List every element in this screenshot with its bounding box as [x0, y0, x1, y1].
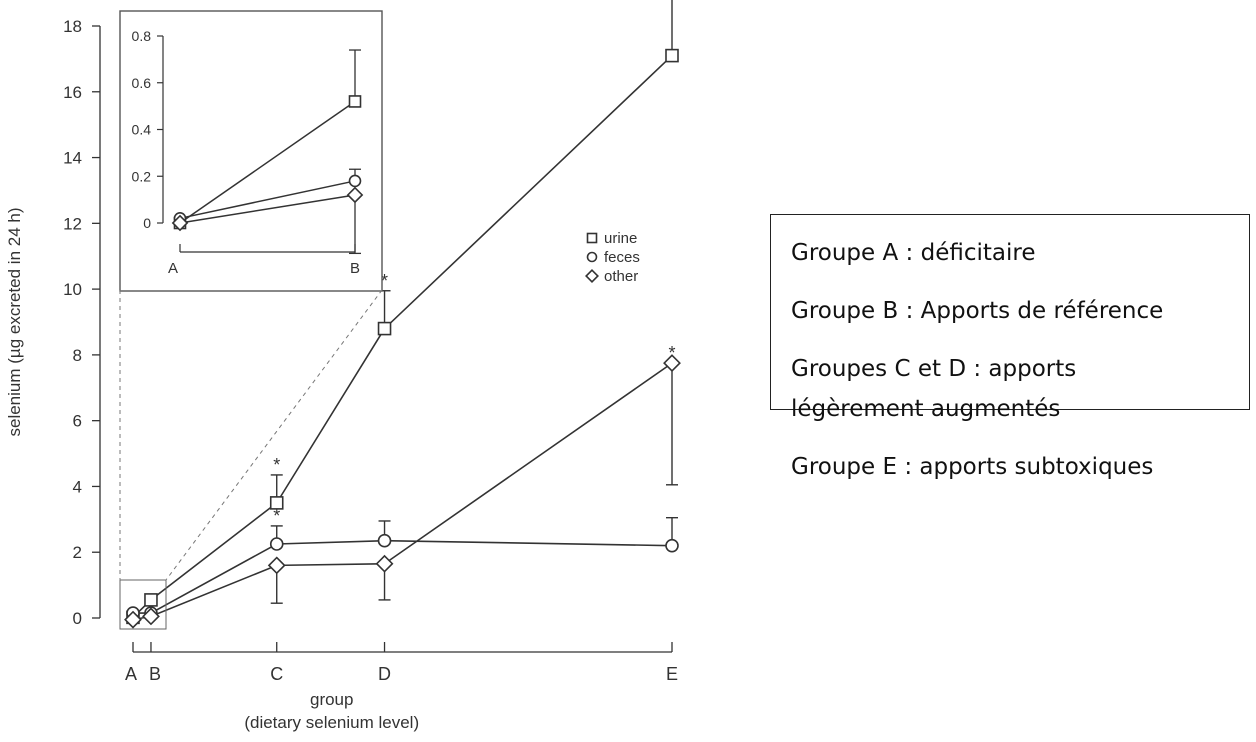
inset-y-tick-label: 0 [143, 215, 151, 231]
x-tick-label: A [125, 664, 137, 684]
inset-x-tick-label: B [350, 260, 360, 277]
point-other [267, 556, 286, 575]
legend-label-urine: urine [604, 230, 637, 247]
point-other [375, 554, 394, 573]
legend-marker-feces [586, 251, 598, 263]
x-tick-label: E [666, 664, 678, 684]
point-other [124, 610, 142, 629]
inset-y-tick-label: 0.6 [132, 75, 152, 91]
x-tick-label: D [378, 664, 391, 684]
inset-y-tick-label: 0.4 [132, 122, 152, 138]
point-urine [377, 321, 392, 336]
group-a-description: Groupe A : déficitaire [791, 240, 1036, 266]
y-tick-label: 4 [73, 477, 82, 496]
significance-star: * [668, 343, 675, 363]
y-tick-label: 16 [63, 83, 82, 102]
legend-label-other: other [604, 268, 638, 285]
y-axis-title: selenium (µg excreted in 24 h) [5, 207, 24, 436]
significance-star: * [273, 455, 280, 475]
y-tick-label: 8 [73, 346, 82, 365]
inset-point-other [171, 214, 189, 232]
inset-frame [119, 10, 383, 292]
inset-series-line-feces [179, 180, 356, 220]
point-urine [665, 48, 679, 63]
group-cd-description-line1: Groupes C et D : apports [791, 356, 1077, 382]
y-tick-label: 10 [63, 280, 82, 299]
point-feces [665, 538, 679, 553]
inset-y-tick-label: 0.8 [132, 28, 152, 44]
y-tick-label: 14 [63, 149, 82, 168]
inset-series-line-other [179, 194, 356, 224]
point-other [142, 607, 160, 626]
point-other [663, 354, 681, 373]
inset-point-urine [348, 95, 362, 108]
point-feces [269, 537, 284, 551]
y-tick-label: 0 [73, 609, 82, 628]
group-e-description: Groupe E : apports subtoxiques [791, 454, 1154, 480]
selenium-chart: 0 2 4 6 8 10 12 14 16 18 selenium (µg excreted in … [5, 0, 681, 732]
x-axis-subtitle: (dietary selenium level) [244, 713, 419, 732]
series-line-other [132, 362, 673, 621]
inset-point-other [346, 186, 364, 204]
inset-y-tick-label: 0.2 [132, 168, 152, 184]
legend-marker-other [585, 269, 599, 283]
zoom-connector-right [165, 289, 383, 581]
significance-star: * [273, 506, 280, 526]
point-feces [377, 533, 392, 548]
inset-series-line-urine [179, 100, 356, 224]
legend-marker-urine [586, 232, 598, 244]
group-description-box: Groupe A : déficitaire Groupe B : Apport… [770, 214, 1250, 480]
x-tick-label: B [149, 664, 161, 684]
inset-point-feces [348, 174, 362, 188]
y-tick-label: 18 [63, 17, 82, 36]
inset-x-tick-label: A [168, 260, 178, 277]
group-cd-description-line2: légèrement augmentés [791, 396, 1061, 422]
point-urine [144, 593, 158, 607]
y-tick-label: 12 [63, 214, 82, 233]
x-axis-title: group [310, 690, 353, 709]
point-urine [269, 496, 284, 510]
group-b-description: Groupe B : Apports de référence [791, 298, 1164, 324]
significance-star: * [381, 271, 388, 291]
y-tick-label: 6 [73, 412, 82, 431]
x-tick-label: C [270, 664, 283, 684]
zoom-region-box [119, 579, 167, 630]
y-tick-label: 2 [73, 543, 82, 562]
legend-label-feces: feces [604, 249, 640, 266]
